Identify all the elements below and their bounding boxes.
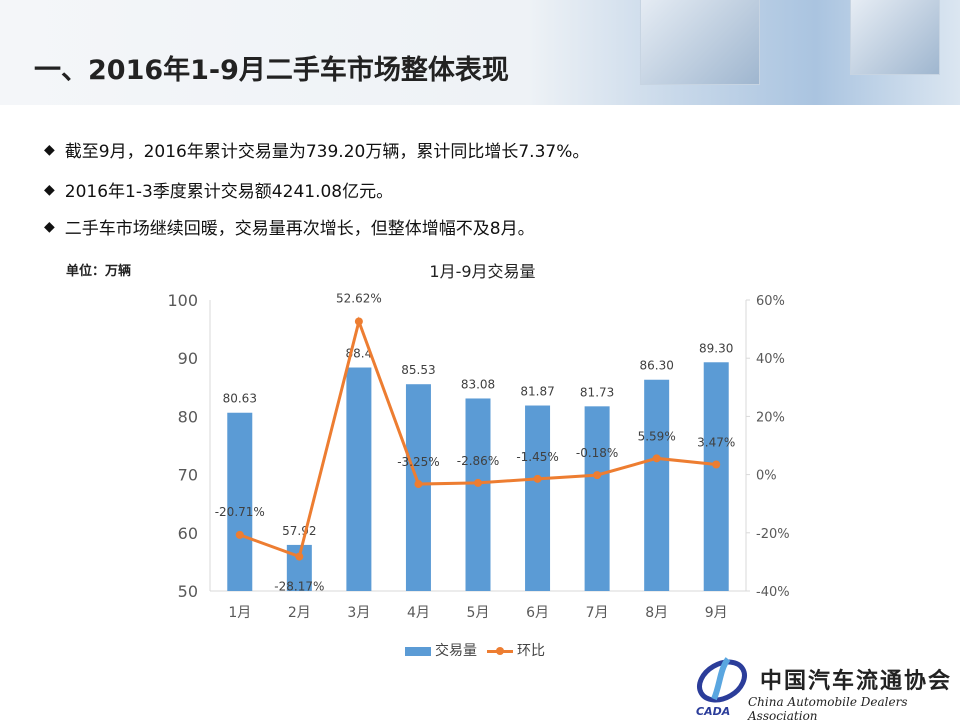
bullet-text: 2016年1-3季度累计交易额4241.08亿元。: [64, 182, 394, 202]
x-tick-label: 1月: [228, 605, 251, 621]
bar-data-label: 89.30: [699, 341, 733, 355]
logo-en-text: China Automobile Dealers Association: [748, 695, 908, 723]
right-tick-label: 40%: [756, 352, 785, 367]
right-tick-label: 0%: [756, 469, 777, 484]
bar: [346, 367, 372, 591]
line-point: [354, 317, 363, 326]
line-data-label: -3.25%: [397, 455, 439, 469]
line-point: [533, 474, 542, 483]
chart-legend: 交易量 环比: [405, 640, 545, 660]
right-tick-label: -20%: [756, 527, 790, 542]
line-point: [474, 478, 482, 487]
line-data-label: -20.71%: [215, 505, 265, 519]
bar-data-label: 57.92: [282, 524, 316, 538]
bar-data-label: 81.87: [520, 385, 554, 399]
x-tick-label: 9月: [705, 605, 728, 621]
bar-swatch-icon: [405, 646, 431, 656]
x-tick-label: 8月: [645, 605, 668, 621]
cada-emblem-icon: CADA: [696, 657, 747, 717]
line-point: [652, 454, 661, 463]
line-point: [593, 471, 602, 480]
left-tick-label: 60: [178, 524, 198, 543]
legend-item-line: 环比: [487, 640, 545, 660]
x-tick-label: 7月: [586, 605, 609, 621]
legend-label: 环比: [517, 643, 545, 659]
bar: [584, 406, 610, 591]
page-title: 一、2016年1-9月二手车市场整体表现: [34, 55, 509, 86]
bullet-item: ◆ 二手车市场继续回暖，交易量再次增长，但整体增幅不及8月。: [44, 214, 535, 240]
bar: [644, 379, 670, 591]
x-tick-label: 6月: [526, 605, 549, 621]
line-point: [712, 460, 721, 469]
line-data-label: 52.62%: [336, 291, 382, 305]
bar: [525, 405, 551, 591]
bar: [703, 362, 729, 591]
cada-logo: CADA 中国汽车流通协会 China Automobile Dealers A…: [692, 655, 960, 723]
left-tick-label: 70: [178, 466, 198, 485]
logo-cn-text: 中国汽车流通协会: [760, 668, 953, 694]
legend-label: 交易量: [435, 643, 477, 659]
bullet-item: ◆ 2016年1-3季度累计交易额4241.08亿元。: [44, 177, 394, 203]
right-tick-label: 20%: [756, 410, 785, 425]
diamond-icon: ◆: [44, 218, 55, 235]
bar-data-label: 80.63: [223, 392, 257, 406]
line-point: [295, 552, 304, 561]
right-tick-label: 60%: [756, 294, 785, 309]
bar-data-label: 81.73: [580, 385, 614, 399]
bullet-text: 截至9月，2016年累计交易量为739.20万辆，累计同比增长7.37%。: [64, 142, 590, 162]
x-tick-label: 4月: [407, 605, 430, 621]
bar: [227, 412, 253, 591]
line-point: [414, 480, 423, 489]
line-data-label: 5.59%: [638, 429, 676, 443]
diamond-icon: ◆: [44, 141, 55, 158]
left-tick-label: 80: [178, 407, 198, 426]
bullet-item: ◆ 截至9月，2016年累计交易量为739.20万辆，累计同比增长7.37%。: [44, 137, 590, 163]
diamond-icon: ◆: [44, 181, 55, 198]
x-tick-label: 3月: [347, 605, 370, 621]
svg-text:CADA: CADA: [696, 705, 730, 717]
line-data-label: -28.17%: [274, 580, 324, 594]
bar-data-label: 83.08: [461, 377, 495, 391]
left-tick-label: 100: [167, 291, 198, 310]
line-data-label: -0.18%: [576, 446, 618, 460]
bullet-text: 二手车市场继续回暖，交易量再次增长，但整体增幅不及8月。: [64, 219, 535, 239]
line-point: [235, 530, 244, 539]
x-tick-label: 5月: [467, 605, 490, 621]
unit-label: 单位：万辆: [66, 264, 132, 279]
left-tick-label: 50: [178, 582, 198, 601]
chart-title: 1月-9月交易量: [429, 262, 536, 281]
bar: [465, 398, 491, 591]
line-swatch-icon: [487, 646, 513, 655]
x-tick-label: 2月: [288, 605, 311, 621]
bar-data-label: 86.30: [639, 359, 673, 373]
header-banner: 一、2016年1-9月二手车市场整体表现: [0, 0, 960, 105]
bar-data-label: 85.53: [401, 363, 435, 377]
legend-item-bar: 交易量: [405, 640, 477, 660]
decor-cube: [850, 0, 940, 75]
line-data-label: 3.47%: [697, 436, 735, 450]
left-tick-label: 90: [178, 349, 198, 368]
right-tick-label: -40%: [756, 585, 790, 600]
line-data-label: -1.45%: [516, 450, 558, 464]
decor-cube: [640, 0, 760, 85]
line-data-label: -2.86%: [457, 454, 499, 468]
